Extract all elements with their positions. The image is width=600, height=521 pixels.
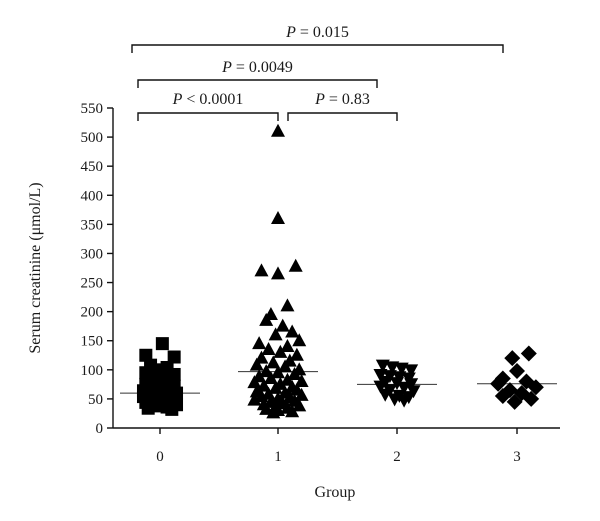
y-tick-label: 100 [81, 363, 104, 379]
data-point-square [155, 337, 169, 351]
data-point-triangle-up [278, 359, 293, 373]
significance-bracket: P < 0.0001 [137, 91, 279, 121]
data-point-triangle-up [292, 333, 307, 347]
data-point-triangle-up [266, 405, 281, 419]
data-point-diamond [509, 362, 525, 379]
data-point-triangle-up [268, 327, 283, 341]
y-tick-label: 250 [81, 276, 104, 292]
data-point-triangle-up [261, 341, 276, 355]
y-tick-label: 550 [81, 101, 104, 117]
bracket-line [137, 79, 378, 88]
bracket-line [287, 112, 398, 121]
bracket-line [131, 44, 504, 53]
data-point-triangle-up [247, 375, 262, 389]
data-point-triangle-up [289, 347, 304, 361]
data-point-triangle-up [271, 211, 285, 225]
bracket-line [137, 112, 279, 121]
significance-bracket: P = 0.83 [287, 91, 398, 121]
p-value-label: P = 0.015 [285, 24, 349, 41]
data-point-square [141, 401, 155, 415]
data-point-triangle-down [404, 378, 419, 392]
significance-bracket: P = 0.0049 [137, 59, 378, 88]
x-axis-title: Group [315, 484, 356, 501]
data-point-triangle-up [288, 258, 303, 272]
data-point-triangle-up [263, 371, 278, 385]
data-point-triangle-up [252, 336, 267, 350]
data-point-triangle-up [271, 365, 285, 379]
y-tick-label: 500 [81, 130, 104, 146]
data-point-triangle-down [385, 361, 400, 375]
data-point-triangle-up [249, 357, 264, 371]
axes [112, 108, 560, 429]
data-point-diamond [494, 388, 511, 404]
p-value-label: P < 0.0001 [172, 91, 244, 108]
data-point-triangle-down [404, 364, 419, 378]
x-tick-label: 1 [274, 449, 282, 465]
data-point-triangle-up [271, 266, 285, 280]
data-point-diamond [506, 393, 523, 410]
y-tick-label: 50 [88, 392, 103, 408]
data-point-diamond [527, 379, 544, 396]
y-ticks: 0 50 100 150 200 250 300 350 400 450 500 550 [81, 101, 113, 437]
data-point-triangle-up [254, 389, 269, 403]
data-point-triangle-up [285, 324, 300, 338]
data-point-triangle-down [373, 368, 388, 382]
data-point-triangle-down [397, 381, 412, 395]
x-tick-label: 3 [513, 449, 521, 465]
data-point-triangle-up [285, 404, 300, 418]
data-point-diamond [523, 390, 540, 407]
significance-brackets: P < 0.0001 P = 0.83 P = 0.0049 P = 0.015 [131, 24, 504, 121]
data-point-diamond [490, 375, 507, 392]
data-point-triangle-up [266, 355, 281, 369]
data-point-triangle-up [287, 366, 302, 380]
data-point-square [165, 402, 179, 416]
data-point-diamond [504, 350, 521, 367]
data-point-triangle-up [292, 398, 307, 412]
y-tick-label: 300 [81, 246, 104, 262]
y-tick-label: 200 [81, 305, 104, 321]
data-point-triangle-down [397, 394, 412, 408]
data-point-triangle-up [259, 401, 274, 415]
data-point-triangle-up [294, 387, 309, 401]
data-point-square [139, 348, 153, 362]
p-value-label: P = 0.0049 [221, 59, 293, 76]
data-point-triangle-up [271, 123, 285, 137]
data-point-square [167, 350, 181, 364]
data-point-triangle-down [373, 380, 388, 394]
data-point-triangle-up [259, 312, 274, 326]
data-point-triangle-up [256, 378, 271, 392]
y-tick-label: 150 [81, 334, 104, 350]
y-tick-label: 400 [81, 188, 104, 204]
data-point-triangle-up [280, 339, 295, 353]
y-tick-label: 450 [81, 159, 104, 175]
x-ticks: 0 1 2 3 [156, 428, 521, 465]
y-tick-label: 0 [96, 421, 104, 437]
x-tick-label: 2 [393, 449, 401, 465]
data-point-triangle-up [268, 380, 283, 394]
data-point-triangle-down [387, 393, 402, 407]
data-point-triangle-up [280, 298, 295, 312]
y-tick-label: 350 [81, 217, 104, 233]
median-lines [120, 371, 557, 394]
data-point-triangle-down [390, 377, 404, 391]
significance-bracket: P = 0.015 [131, 24, 504, 53]
data-point-triangle-up [254, 263, 269, 277]
data-point-diamond [520, 345, 537, 362]
data-point-triangle-down [378, 388, 393, 402]
p-value-label: P = 0.83 [314, 91, 370, 108]
x-tick-label: 0 [156, 449, 164, 465]
data-point-triangle-up [247, 392, 262, 406]
data-point-triangle-up [294, 373, 309, 387]
y-axis-title: Serum creatinine (μmol/L) [27, 182, 44, 353]
data-points [136, 123, 544, 419]
data-point-triangle-up [273, 344, 288, 358]
data-point-triangle-up [275, 318, 290, 332]
